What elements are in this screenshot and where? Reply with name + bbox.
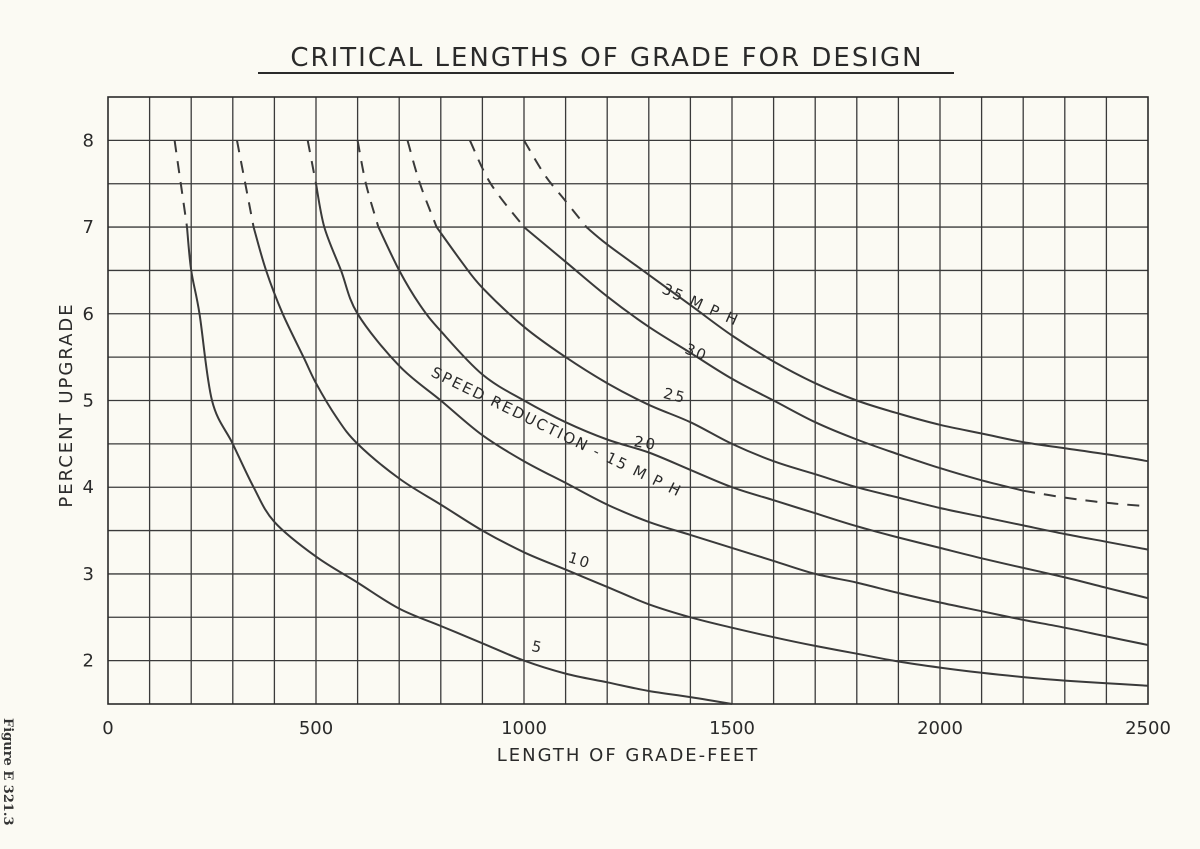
curve-dashed-top-2 bbox=[306, 140, 317, 184]
tick-labels: 0 500 1000 1500 2000 2500 2 3 4 5 6 7 8 bbox=[83, 130, 1171, 739]
curve-label: 35 M P H bbox=[659, 280, 742, 330]
y-tick-label: 8 bbox=[83, 130, 94, 151]
grid bbox=[108, 97, 1148, 704]
curve-0 bbox=[186, 227, 733, 705]
y-axis-label: PERCENT UPGRADE bbox=[56, 302, 77, 507]
curves bbox=[173, 139, 1149, 705]
curve-label: 20 bbox=[633, 432, 659, 454]
curve-dashed-top-0 bbox=[173, 140, 188, 228]
plot-frame bbox=[107, 96, 1149, 705]
y-tick-label: 2 bbox=[83, 651, 94, 672]
curve-6 bbox=[585, 226, 1149, 463]
curve-1 bbox=[252, 226, 1149, 687]
x-tick-label: 2500 bbox=[1125, 718, 1171, 739]
chart-title: CRITICAL LENGTHS OF GRADE FOR DESIGN bbox=[290, 43, 923, 73]
curve-dashed-top-6 bbox=[523, 139, 588, 228]
curve-dashed-tail-5 bbox=[1023, 489, 1149, 508]
curve-dashed-top-1 bbox=[236, 140, 255, 228]
x-tick-label: 1500 bbox=[709, 718, 755, 739]
curve-label: 30 bbox=[682, 340, 710, 365]
curve-5 bbox=[523, 226, 1024, 492]
y-tick-label: 4 bbox=[83, 477, 94, 498]
curve-label-speed-reduction: SPEED REDUCTION - 15 M P H bbox=[428, 363, 685, 501]
curve-dashed-top-3 bbox=[356, 140, 380, 228]
y-tick-label: 6 bbox=[83, 304, 94, 325]
x-tick-label: 0 bbox=[102, 718, 113, 739]
y-tick-label: 3 bbox=[83, 564, 94, 585]
y-tick-label: 5 bbox=[83, 391, 94, 412]
curve-dashed-top-4 bbox=[406, 140, 438, 228]
curve-label: 5 bbox=[530, 637, 545, 657]
curve-labels: 5 10 20 25 30 35 M P H SPEED REDUCTION - 15 M … bbox=[428, 280, 742, 657]
x-tick-label: 1000 bbox=[501, 718, 547, 739]
curve-3 bbox=[377, 226, 1149, 600]
y-tick-label: 7 bbox=[83, 217, 94, 238]
x-axis-label: LENGTH OF GRADE-FEET bbox=[497, 745, 760, 766]
x-tick-label: 500 bbox=[299, 718, 333, 739]
x-tick-label: 2000 bbox=[917, 718, 963, 739]
curve-label: 25 bbox=[662, 384, 689, 407]
curve-2 bbox=[315, 183, 1149, 646]
figure-note: Figure E 321.3 bbox=[0, 718, 15, 826]
curve-dashed-top-5 bbox=[469, 139, 525, 228]
curve-label: 10 bbox=[566, 548, 594, 572]
curve-4 bbox=[435, 226, 1149, 551]
